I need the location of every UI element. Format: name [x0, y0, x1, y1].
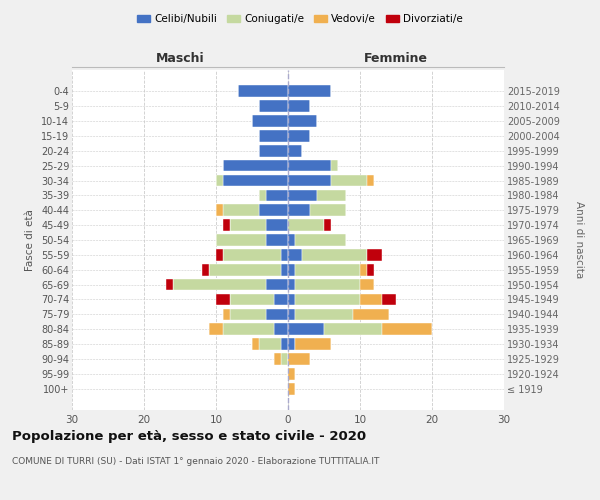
Bar: [295, 234, 346, 246]
Bar: [288, 279, 295, 290]
Bar: [288, 324, 324, 335]
Bar: [288, 294, 295, 306]
Bar: [259, 190, 266, 201]
Bar: [223, 160, 288, 172]
Bar: [281, 353, 288, 365]
Bar: [302, 249, 367, 260]
Bar: [295, 338, 331, 350]
Bar: [223, 308, 230, 320]
Bar: [259, 204, 288, 216]
Bar: [367, 174, 374, 186]
Bar: [324, 324, 382, 335]
Bar: [360, 264, 367, 276]
Text: Popolazione per età, sesso e stato civile - 2020: Popolazione per età, sesso e stato civil…: [12, 430, 366, 443]
Bar: [295, 279, 360, 290]
Bar: [288, 160, 331, 172]
Bar: [288, 308, 295, 320]
Bar: [252, 338, 259, 350]
Bar: [223, 324, 274, 335]
Bar: [216, 234, 266, 246]
Bar: [360, 279, 374, 290]
Bar: [288, 353, 310, 365]
Bar: [216, 174, 223, 186]
Bar: [274, 294, 288, 306]
Bar: [223, 249, 281, 260]
Bar: [288, 264, 295, 276]
Bar: [288, 204, 310, 216]
Bar: [266, 308, 288, 320]
Bar: [223, 204, 259, 216]
Bar: [202, 264, 209, 276]
Bar: [266, 220, 288, 231]
Bar: [288, 130, 310, 141]
Bar: [331, 160, 338, 172]
Text: Femmine: Femmine: [364, 52, 428, 65]
Bar: [230, 220, 266, 231]
Bar: [288, 190, 317, 201]
Bar: [382, 294, 396, 306]
Bar: [367, 249, 382, 260]
Bar: [274, 353, 281, 365]
Bar: [281, 249, 288, 260]
Bar: [331, 174, 367, 186]
Bar: [252, 115, 288, 127]
Bar: [274, 324, 288, 335]
Bar: [295, 294, 360, 306]
Bar: [288, 86, 331, 97]
Legend: Celibi/Nubili, Coniugati/e, Vedovi/e, Divorziati/e: Celibi/Nubili, Coniugati/e, Vedovi/e, Di…: [133, 10, 467, 29]
Bar: [223, 174, 288, 186]
Bar: [223, 220, 230, 231]
Bar: [281, 338, 288, 350]
Bar: [317, 190, 346, 201]
Bar: [216, 249, 223, 260]
Bar: [216, 204, 223, 216]
Text: Maschi: Maschi: [155, 52, 205, 65]
Bar: [288, 234, 295, 246]
Bar: [266, 190, 288, 201]
Bar: [295, 264, 360, 276]
Bar: [209, 264, 281, 276]
Bar: [360, 294, 382, 306]
Bar: [367, 264, 374, 276]
Bar: [238, 86, 288, 97]
Bar: [259, 338, 281, 350]
Bar: [230, 294, 274, 306]
Bar: [288, 220, 324, 231]
Bar: [353, 308, 389, 320]
Bar: [288, 174, 331, 186]
Bar: [288, 145, 302, 156]
Bar: [288, 383, 295, 394]
Bar: [173, 279, 266, 290]
Bar: [266, 234, 288, 246]
Bar: [266, 279, 288, 290]
Bar: [209, 324, 223, 335]
Bar: [288, 115, 317, 127]
Bar: [166, 279, 173, 290]
Bar: [288, 249, 302, 260]
Bar: [295, 308, 353, 320]
Text: COMUNE DI TURRI (SU) - Dati ISTAT 1° gennaio 2020 - Elaborazione TUTTITALIA.IT: COMUNE DI TURRI (SU) - Dati ISTAT 1° gen…: [12, 458, 379, 466]
Y-axis label: Fasce di età: Fasce di età: [25, 209, 35, 271]
Bar: [216, 294, 230, 306]
Bar: [259, 145, 288, 156]
Bar: [310, 204, 346, 216]
Bar: [288, 368, 295, 380]
Bar: [324, 220, 331, 231]
Y-axis label: Anni di nascita: Anni di nascita: [574, 202, 584, 278]
Bar: [259, 100, 288, 112]
Bar: [230, 308, 266, 320]
Bar: [382, 324, 432, 335]
Bar: [281, 264, 288, 276]
Bar: [288, 338, 295, 350]
Bar: [288, 100, 310, 112]
Bar: [259, 130, 288, 141]
